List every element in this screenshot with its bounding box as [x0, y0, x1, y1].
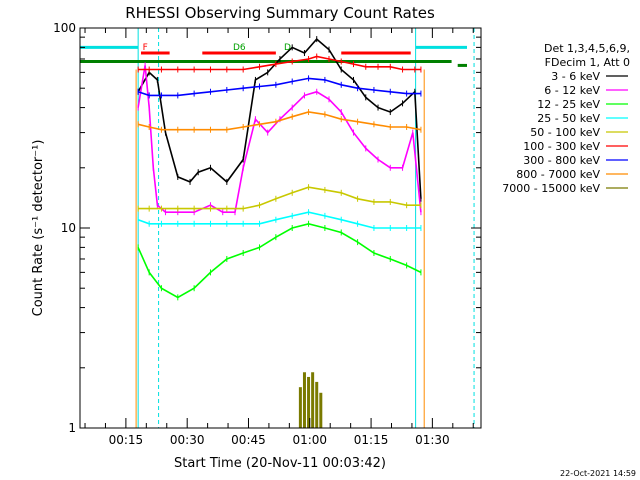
legend-label: 50 - 100 keV [530, 126, 600, 139]
legend-label: 300 - 800 keV [523, 154, 600, 167]
chart-title: RHESSI Observing Summary Count Rates [125, 4, 435, 22]
x-axis-label: Start Time (20-Nov-11 00:03:42) [174, 456, 386, 471]
series-line-25-50-kev [137, 211, 421, 229]
state-annotation: D [284, 43, 291, 53]
series-line-300-800-kev [137, 77, 421, 97]
legend-header: FDecim 1, Att 0 [545, 56, 630, 69]
legend-label: 800 - 7000 keV [516, 168, 600, 181]
legend-label: 3 - 6 keV [551, 70, 600, 83]
legend-label: 25 - 50 keV [537, 112, 600, 125]
legend-header: Det 1,3,4,5,6,9, [544, 42, 630, 55]
x-tick-label: 01:30 [415, 433, 450, 447]
legend-label: 7000 - 15000 keV [502, 182, 600, 195]
footer-timestamp: 22-Oct-2021 14:59 [560, 469, 636, 478]
series-line-100-300-kev [138, 55, 421, 71]
x-tick-label: 00:45 [231, 433, 266, 447]
y-tick-label: 1 [68, 421, 76, 435]
series-line-6-12-kev [137, 65, 422, 213]
x-tick-label: 01:15 [354, 433, 389, 447]
data-layer: F D6 D [80, 28, 475, 428]
x-tick-label: 00:15 [109, 433, 144, 447]
series-line-50-100-kev [138, 186, 421, 210]
y-axis-label: Count Rate (s⁻¹ detector⁻¹) [31, 140, 46, 317]
state-annotation: F [143, 43, 148, 53]
state-annotation: D6 [233, 43, 246, 53]
x-tick-label: 00:30 [170, 433, 205, 447]
series-line-800-7000-kev [137, 111, 422, 131]
legend: Det 1,3,4,5,6,9,FDecim 1, Att 03 - 6 keV… [502, 42, 630, 195]
y-tick-label: 100 [53, 21, 76, 35]
legend-label: 6 - 12 keV [544, 84, 600, 97]
legend-label: 12 - 25 keV [537, 98, 600, 111]
axes-layer: 1 10 100 00:15 00:30 00:45 01:00 01:15 01:30 [53, 21, 481, 447]
x-tick-label: 01:00 [292, 433, 327, 447]
y-tick-label: 10 [61, 221, 76, 235]
legend-label: 100 - 300 keV [523, 140, 600, 153]
series-line-12-25-kev [137, 222, 422, 299]
